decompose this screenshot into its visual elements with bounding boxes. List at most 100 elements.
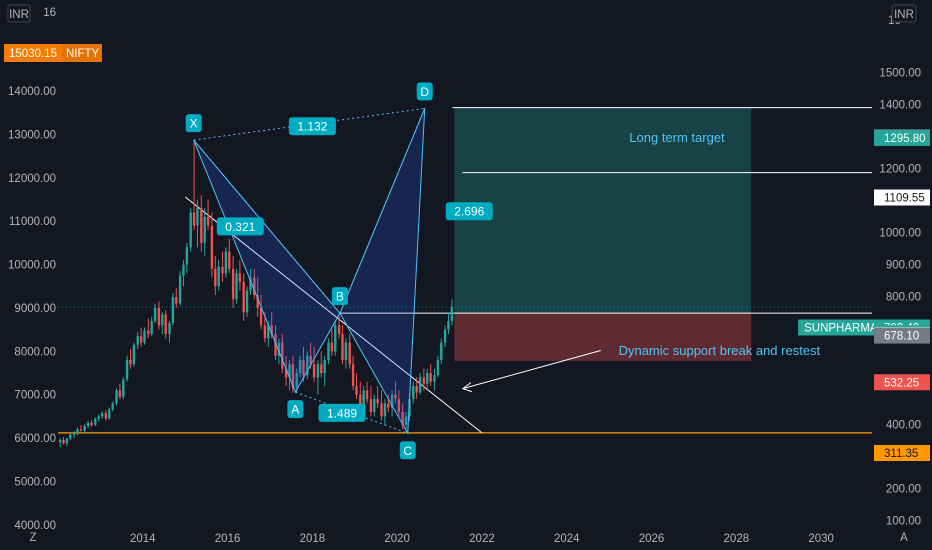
- trendline[interactable]: [184, 196, 483, 434]
- candle-body: [62, 439, 65, 444]
- candle-body: [418, 377, 422, 393]
- candle-body: [161, 314, 164, 326]
- candle: [383, 399, 387, 426]
- candle-series: [58, 143, 454, 447]
- candle: [369, 386, 373, 417]
- candle-body: [203, 216, 206, 243]
- candle: [58, 438, 62, 447]
- candle: [390, 390, 394, 417]
- candle-body: [401, 412, 404, 426]
- candle-body: [355, 386, 358, 395]
- left-axis-tick: 14000.00: [8, 86, 56, 98]
- left-axis-tick: 10000.00: [8, 260, 56, 272]
- pattern-point-c[interactable]: C: [399, 441, 416, 460]
- auto-scale-icon[interactable]: A: [900, 532, 908, 544]
- candle-body: [122, 379, 125, 397]
- candle-body: [291, 364, 295, 389]
- xabcd-pattern[interactable]: X A B C D 1.132 0.321 2.696 1.489: [185, 82, 493, 460]
- pattern-ratio-box: [445, 202, 493, 221]
- candle: [100, 411, 104, 419]
- candle-body: [214, 268, 217, 287]
- right-axis-bg: [872, 0, 932, 527]
- candle: [348, 333, 351, 369]
- candle-body: [108, 409, 111, 419]
- candle-body: [79, 429, 83, 431]
- candle: [108, 407, 111, 420]
- candle: [94, 417, 97, 426]
- zoom-reset-icon[interactable]: Z: [29, 532, 36, 544]
- candle: [122, 377, 125, 400]
- candle: [147, 318, 150, 339]
- candle: [412, 381, 415, 404]
- time-axis[interactable]: 2014 2016 2018 2020 2022 2024 2026 2028 2030: [130, 533, 834, 545]
- left-axis-tick: 7000.00: [14, 390, 56, 402]
- candle-body: [365, 390, 369, 400]
- candle: [231, 255, 235, 308]
- candle-body: [320, 364, 323, 374]
- price-badge-text: 532.25: [884, 377, 919, 389]
- right-axis-tick: 1500.00: [879, 68, 921, 80]
- candle: [440, 338, 443, 365]
- candle-body: [394, 394, 397, 400]
- candle: [210, 212, 214, 278]
- candle: [185, 242, 189, 274]
- candle: [214, 255, 217, 295]
- candle: [228, 238, 231, 274]
- candle-body: [200, 208, 203, 243]
- candle-body: [217, 266, 220, 287]
- price-badge: [874, 327, 930, 344]
- candle-body: [376, 399, 379, 404]
- pattern-point-x[interactable]: X: [185, 114, 202, 133]
- pattern-point-label: D: [420, 85, 429, 99]
- candle-body: [277, 342, 281, 356]
- candle: [129, 349, 132, 369]
- pattern-point-label: X: [190, 117, 198, 131]
- candle-body: [224, 251, 228, 274]
- price-badge-text: 311.35: [884, 448, 918, 460]
- candle-body: [231, 268, 235, 300]
- candle-body: [373, 399, 376, 413]
- pattern-point-a[interactable]: A: [287, 400, 304, 419]
- arrow-head-icon: [461, 382, 473, 393]
- candle: [90, 419, 93, 427]
- price-badge: [874, 444, 930, 461]
- candle-body: [221, 266, 224, 274]
- candle-body: [72, 432, 76, 435]
- pattern-ratio-box: [216, 217, 264, 236]
- price-badge-text: 678.10: [884, 331, 919, 343]
- candle: [394, 381, 397, 404]
- long-position-tool[interactable]: [454, 107, 752, 361]
- candle-body: [168, 323, 171, 334]
- chart-corner-buttons[interactable]: Z A: [29, 532, 908, 544]
- profit-zone[interactable]: [454, 107, 752, 314]
- candle-body: [150, 320, 153, 334]
- candle: [443, 325, 447, 347]
- candle-body: [111, 403, 114, 410]
- candle-body: [185, 247, 189, 265]
- drawing-lines: [58, 107, 884, 434]
- candle-body: [415, 386, 418, 393]
- candle: [344, 338, 348, 369]
- pattern-point-box: [416, 82, 433, 101]
- pattern-point-label: C: [403, 444, 412, 458]
- candle-body: [440, 342, 443, 361]
- candle: [334, 320, 337, 356]
- candle: [298, 355, 302, 378]
- time-axis-tick: 2022: [469, 533, 495, 545]
- support-note-arrow: [462, 349, 601, 390]
- candle-body: [312, 364, 316, 378]
- candle-body: [245, 290, 249, 313]
- right-axis-tick: 1200.00: [879, 164, 921, 176]
- pattern-point-d[interactable]: D: [416, 82, 433, 101]
- price-badge: [874, 129, 930, 146]
- xab-triangle[interactable]: [193, 139, 341, 394]
- pattern-point-b[interactable]: B: [331, 287, 348, 306]
- candle: [200, 195, 203, 252]
- candle: [397, 390, 401, 417]
- left-price-axis[interactable]: 14000.00 13000.00 12000.00 11000.00 10000.00…: [8, 7, 56, 532]
- candle: [387, 394, 390, 413]
- loss-zone[interactable]: [454, 313, 752, 361]
- candle-body: [306, 355, 309, 376]
- candle: [175, 288, 178, 308]
